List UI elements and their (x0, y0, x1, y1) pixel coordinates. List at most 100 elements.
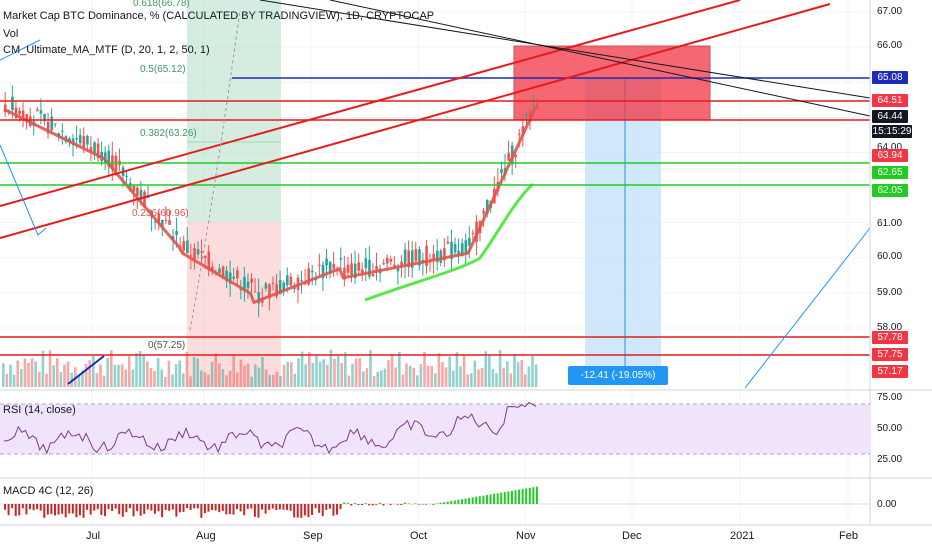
candle-body (61, 130, 64, 132)
price-axis-label: 59.00 (877, 287, 903, 298)
candle-body (186, 240, 189, 254)
trend-channel-line (0, 0, 741, 207)
volume-bar (246, 363, 250, 387)
candle-body (289, 276, 293, 286)
candle-body (164, 219, 168, 221)
macd-histogram-bar (457, 499, 460, 504)
macd-histogram-bar (453, 500, 456, 504)
candle-body (446, 241, 450, 244)
candle-body (500, 169, 503, 174)
volume-bar (365, 368, 369, 387)
candle-body (407, 250, 411, 268)
macd-histogram-bar (146, 504, 149, 510)
candle-body (250, 278, 253, 283)
candle-body (200, 251, 203, 253)
macd-histogram-bar (36, 504, 39, 510)
rsi-legend[interactable]: RSI (14, close) (3, 404, 76, 416)
volume-bar (318, 361, 322, 387)
target-zone (513, 45, 711, 121)
volume-bar (516, 362, 520, 387)
rsi-axis-label: 50.00 (877, 423, 903, 434)
macd-histogram-bar (396, 504, 399, 505)
volume-bar (430, 366, 433, 387)
volume-bar (354, 358, 358, 387)
candle-body (14, 107, 18, 118)
volume-bar (509, 373, 513, 387)
date-axis-label: Aug (196, 530, 216, 542)
volume-bar (495, 373, 498, 387)
macd-histogram-bar (68, 504, 71, 514)
volume-bar (239, 359, 243, 387)
candle-body (139, 189, 143, 201)
volume-bar (293, 373, 297, 387)
candle-body (293, 287, 296, 289)
chart-title: Market Cap BTC Dominance, % (CALCULATED … (3, 10, 435, 22)
macd-histogram-bar (64, 504, 67, 518)
macd-histogram-bar (71, 504, 74, 514)
date-axis-label: Feb (839, 530, 858, 542)
macd-histogram-bar (61, 504, 64, 514)
candle-body (218, 268, 221, 274)
volume-bar (27, 363, 30, 387)
candle-body (257, 292, 261, 304)
macd-histogram-bar (361, 504, 363, 505)
candle-body (132, 185, 136, 192)
volume-bar (506, 361, 509, 387)
macd-histogram-bar (507, 491, 510, 504)
macd-histogram-bar (50, 504, 53, 515)
macd-histogram-bar (268, 504, 271, 510)
volume-bar (110, 350, 113, 387)
volume-bar (491, 369, 495, 387)
macd-legend[interactable]: MACD 4C (12, 26) (3, 485, 94, 497)
candle-body (321, 264, 325, 279)
candle-body (93, 142, 96, 154)
ma-indicator-legend[interactable]: CM_Ultimate_MA_MTF (D, 20, 1, 2, 50, 1) (3, 44, 210, 56)
volume-bar (9, 364, 12, 387)
candle-body (393, 264, 396, 268)
candle-body (103, 152, 107, 163)
volume-bar (279, 376, 282, 387)
macd-histogram-bar (439, 502, 442, 504)
macd-histogram-bar (339, 504, 342, 510)
candle-body (21, 110, 25, 119)
volume-bar (59, 372, 63, 387)
candle-body (396, 267, 400, 272)
volume-bar (484, 351, 487, 387)
candle-body (275, 284, 278, 297)
volume-bar (182, 373, 185, 387)
macd-histogram-bar (257, 504, 260, 518)
volume-bar (405, 363, 408, 387)
macd-histogram-bar (496, 493, 499, 504)
macd-histogram-bar (4, 504, 6, 510)
last-price-tag: 64.44 (872, 110, 908, 123)
volume-bar (77, 374, 81, 387)
candle-body (364, 258, 368, 269)
macd-histogram-bar (236, 504, 239, 510)
volume-bar (214, 353, 217, 387)
volume-bar (498, 350, 502, 387)
macd-histogram-bar (186, 504, 189, 509)
volume-bar (264, 369, 268, 387)
candle-body (535, 103, 539, 110)
volume-bar (268, 374, 271, 387)
volume-bar (502, 367, 505, 387)
macd-axis-label: 0.00 (877, 499, 897, 510)
macd-histogram-bar (471, 497, 474, 504)
volume-bar (167, 360, 171, 387)
volume-bar (228, 370, 232, 387)
macd-histogram-bar (518, 489, 521, 504)
fib-label-0382: 0.382(63.26) (140, 128, 197, 139)
volume-legend[interactable]: Vol (3, 28, 19, 40)
candle-body (89, 147, 93, 152)
macd-histogram-bar (318, 504, 321, 513)
rsi-band (0, 404, 870, 454)
candle-body (464, 240, 468, 254)
measure-tool-label[interactable]: -12.41 (-19.05%) -1241 (568, 366, 668, 400)
candle-body (325, 258, 328, 266)
candle-body (300, 280, 303, 282)
candle-body (468, 238, 471, 246)
volume-bar (20, 369, 23, 387)
macd-histogram-bar (232, 504, 235, 515)
macd-histogram-bar (275, 504, 278, 511)
